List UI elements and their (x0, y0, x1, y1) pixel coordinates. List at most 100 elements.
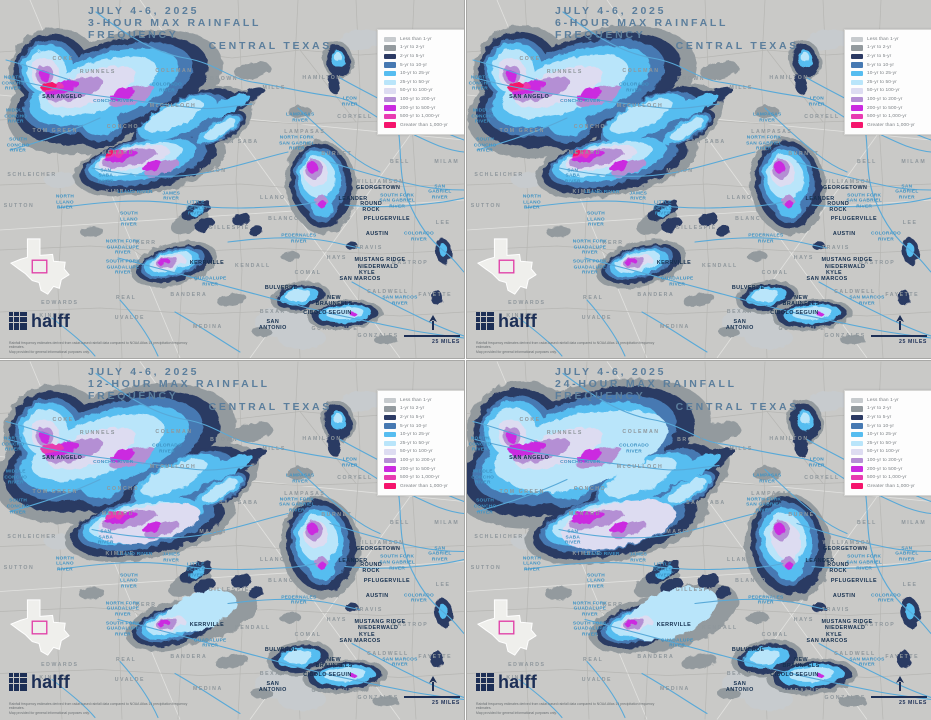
legend-swatch (851, 457, 863, 464)
legend-swatch (384, 70, 396, 77)
legend-item-label: 1-yr to 2-yr (867, 45, 892, 51)
legend-item-label: Greater than 1,000-yr (867, 122, 915, 128)
legend-item: 50-yr to 100-yr (384, 448, 464, 457)
halff-logo: halff (9, 312, 70, 330)
halff-logo-text: halff (498, 672, 537, 692)
river-line (524, 200, 784, 209)
legend-item: 500-yr to 1,000-yr (851, 112, 931, 121)
legend-swatch (851, 483, 863, 489)
legend-swatch (384, 53, 396, 60)
legend-item: 100-yr to 200-yr (384, 95, 464, 104)
study-area-extent-box (31, 259, 48, 274)
legend-item: 200-yr to 500-yr (384, 465, 464, 474)
legend-item-label: Greater than 1,000-yr (400, 483, 448, 489)
legend-item-label: 10-yr to 25-yr (400, 432, 430, 438)
legend-item: 5-yr to 10-yr (384, 61, 464, 70)
scale-bar-line (871, 696, 927, 698)
texas-silhouette (476, 599, 537, 656)
river-line (818, 281, 931, 337)
river-line (586, 299, 626, 357)
north-arrow-icon (896, 315, 904, 330)
legend-item: Greater than 1,000-yr (384, 121, 464, 130)
river-line (351, 642, 464, 699)
texas-silhouette (9, 238, 70, 295)
legend-item-label: 50-yr to 100-yr (867, 88, 900, 94)
map-title-region: CENTRAL TEXAS (675, 401, 799, 414)
river-line (641, 311, 708, 353)
river-line (472, 420, 538, 443)
legend-swatch (851, 423, 863, 429)
legend-item: 10-yr to 25-yr (851, 69, 931, 78)
rainfall-frequency-map (467, 0, 931, 358)
rainfall-blobs (467, 25, 919, 349)
river-line (518, 317, 563, 357)
legend-swatch (384, 423, 396, 429)
legend-item-label: 500-yr to 1,000-yr (400, 114, 440, 120)
map-title-duration: 3-HOUR MAX RAINFALL FREQUENCY (88, 16, 262, 41)
legend-item-label: 10-yr to 25-yr (867, 432, 897, 438)
legend-item-label: 2-yr to 5-yr (867, 414, 892, 420)
legend-item: 2-yr to 5-yr (384, 413, 464, 422)
legend-swatch (851, 466, 863, 472)
river-line (518, 678, 563, 719)
legend-swatch (851, 45, 863, 51)
map-panel-24hr: COKE RUNNELS COLEMAN BROWN MILLS HAMILTON CORY… (466, 360, 931, 720)
road-line (467, 199, 931, 231)
map-title-duration: 12-HOUR MAX RAINFALL FREQUENCY (88, 377, 270, 402)
river-line (558, 512, 756, 539)
map-title-region: CENTRAL TEXAS (208, 40, 332, 53)
legend-item: 50-yr to 100-yr (851, 87, 931, 96)
legend-item: 10-yr to 25-yr (384, 430, 464, 439)
scale-bar-label: 25 MILES (898, 338, 927, 345)
river-line (796, 161, 931, 191)
river-line (864, 488, 931, 635)
halff-logo-text: halff (498, 311, 537, 331)
halff-logo: halff (476, 673, 537, 691)
legend-item-label: 5-yr to 10-yr (867, 423, 895, 429)
legend-item-label: 500-yr to 1,000-yr (867, 475, 907, 481)
map-title: JULY 4-6, 2025 12-HOUR MAX RAINFALL FREQU… (88, 366, 332, 414)
legend-item-label: 25-yr to 50-yr (400, 79, 430, 85)
scale-bar-line (404, 335, 460, 337)
legend-item-label: 1-yr to 2-yr (867, 406, 892, 412)
texas-inset-map (476, 236, 538, 300)
river-line (558, 151, 756, 177)
legend-item: 5-yr to 10-yr (851, 422, 931, 431)
legend-item: 100-yr to 200-yr (851, 456, 931, 465)
legend-item: 2-yr to 5-yr (851, 52, 931, 61)
map-panel-12hr: COKE RUNNELS COLEMAN BROWN MILLS HAMILTON CORY… (0, 360, 465, 720)
legend-item-label: Less than 1-yr (400, 397, 432, 403)
texas-silhouette (9, 599, 70, 656)
river-line (764, 468, 848, 535)
legend-item-label: 200-yr to 500-yr (867, 466, 903, 472)
legend-item: Less than 1-yr (851, 396, 931, 405)
river-line (641, 672, 708, 715)
legend-item-label: 5-yr to 10-yr (400, 62, 428, 68)
legend-item: 500-yr to 1,000-yr (384, 112, 464, 121)
legend-swatch (384, 62, 396, 68)
legend-item: 200-yr to 500-yr (851, 104, 931, 113)
scale-bar-label: 25 MILES (898, 699, 927, 706)
map-title-duration: 6-HOUR MAX RAINFALL FREQUENCY (555, 16, 729, 41)
legend-swatch (851, 88, 863, 94)
legend-item: 2-yr to 5-yr (851, 413, 931, 422)
north-arrow-icon (429, 315, 437, 330)
legend-item: 25-yr to 50-yr (384, 439, 464, 448)
legend-item: 5-yr to 10-yr (851, 61, 931, 70)
county-boundary (0, 245, 464, 255)
river-line (584, 618, 931, 701)
legend-item-label: 50-yr to 100-yr (867, 449, 900, 455)
attribution-text: Rainfall frequency estimates derived fro… (9, 702, 188, 715)
river-line (297, 468, 381, 535)
river-line (7, 77, 253, 110)
study-area-extent-box (498, 620, 515, 635)
rainfall-blobs (7, 27, 452, 349)
legend-swatch (851, 79, 863, 86)
legend-swatch (851, 105, 863, 111)
legend-swatch (384, 122, 396, 128)
rainfall-blobs (0, 383, 453, 711)
map-title: JULY 4-6, 2025 6-HOUR MAX RAINFALL FREQUE… (555, 5, 799, 53)
county-boundary (299, 49, 357, 123)
legend-item-label: Less than 1-yr (400, 36, 432, 42)
